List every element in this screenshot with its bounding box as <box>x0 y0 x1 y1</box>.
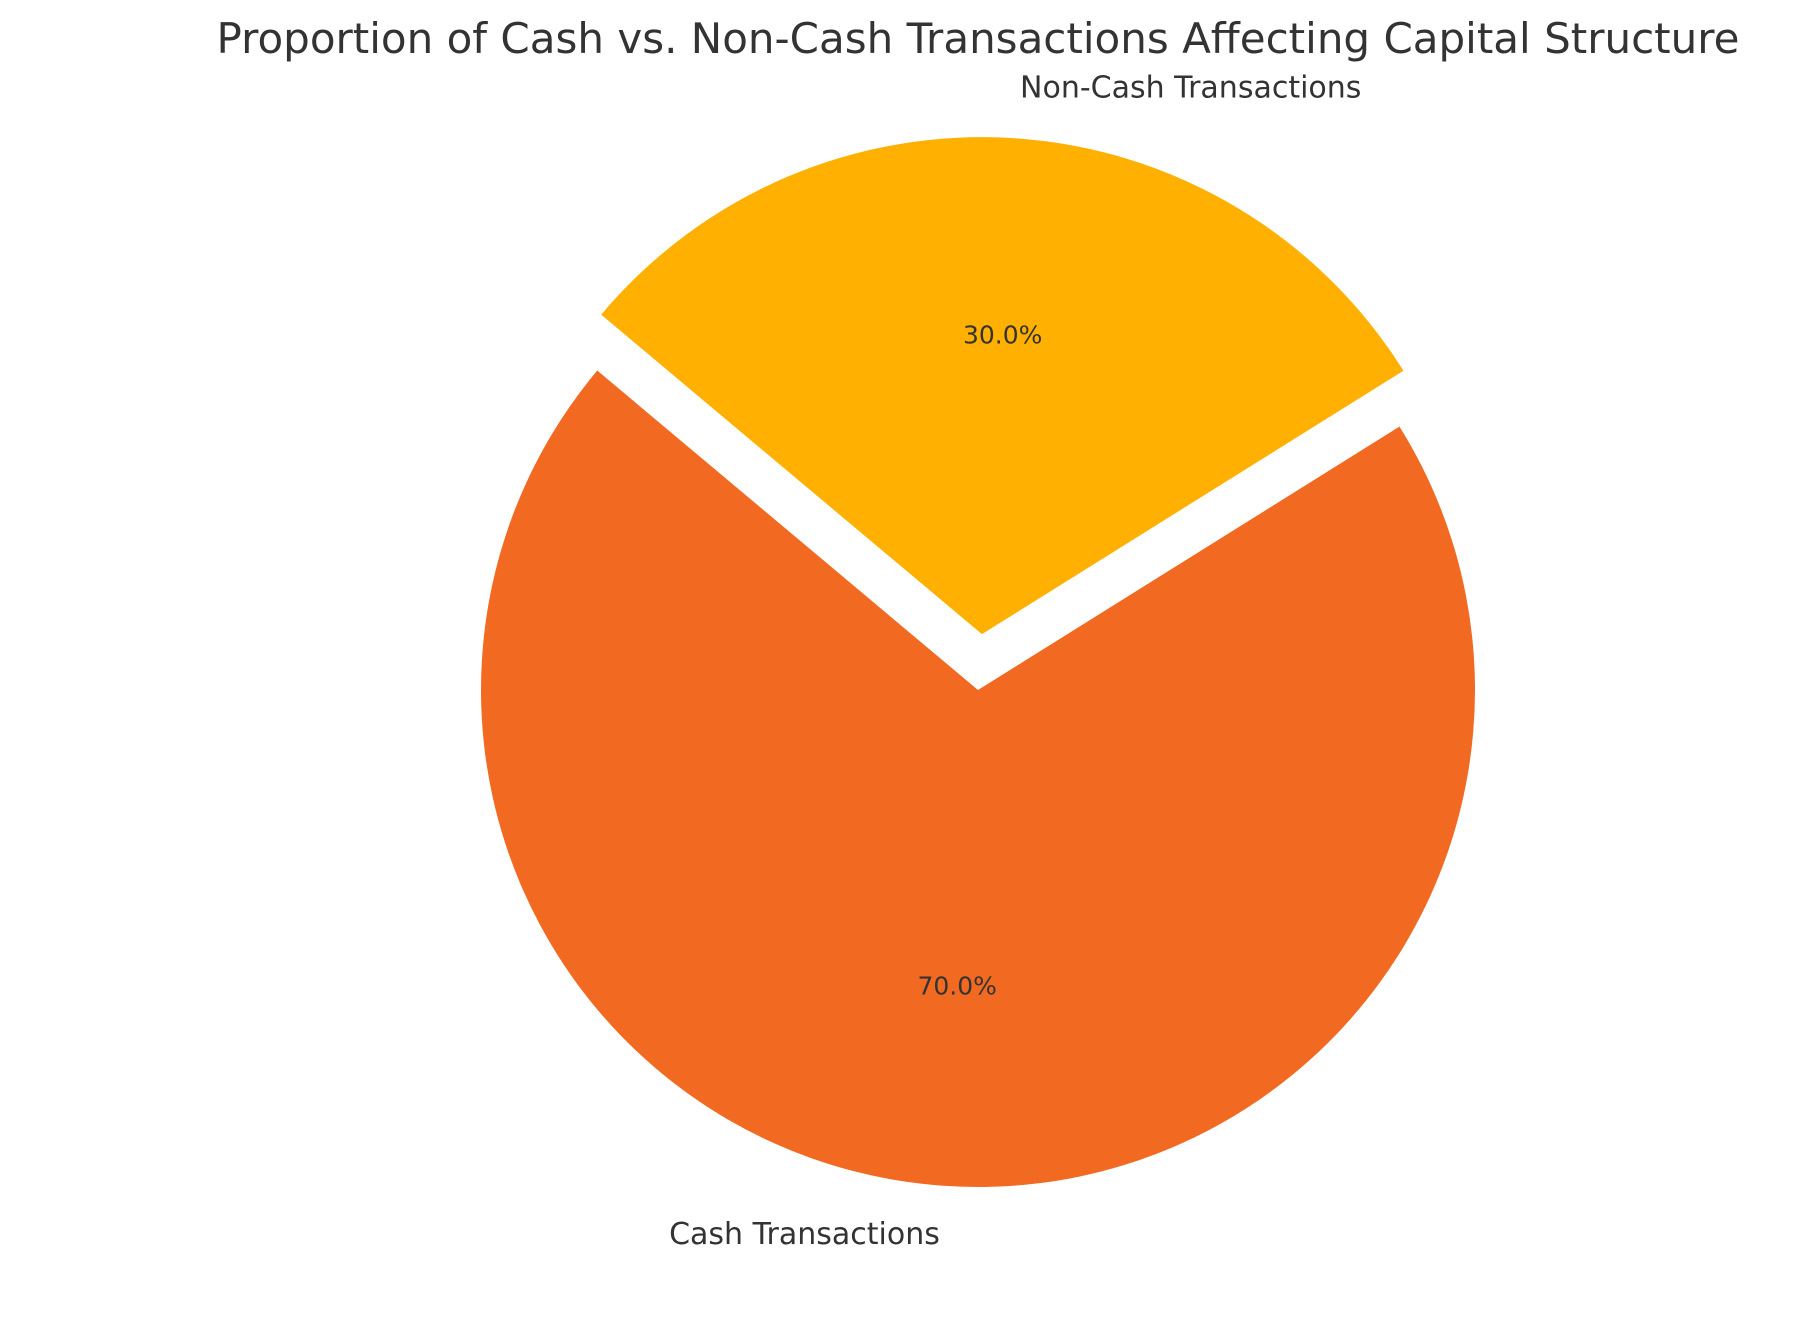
chart-title: Proportion of Cash vs. Non-Cash Transact… <box>217 14 1740 63</box>
pct-label-non-cash-transactions: 30.0% <box>963 321 1042 350</box>
pie-slices <box>481 137 1476 1187</box>
slice-label-non-cash-transactions: Non-Cash Transactions <box>1020 70 1361 105</box>
pie-slice-cash-transactions <box>481 370 1476 1187</box>
slice-label-cash-transactions: Cash Transactions <box>669 1217 940 1252</box>
pie-slice-non-cash-transactions <box>601 137 1404 635</box>
pie-labels: 70.0% Cash Transactions 30.0% Non-Cash Tran… <box>669 70 1361 1252</box>
pct-label-cash-transactions: 70.0% <box>917 971 996 1000</box>
